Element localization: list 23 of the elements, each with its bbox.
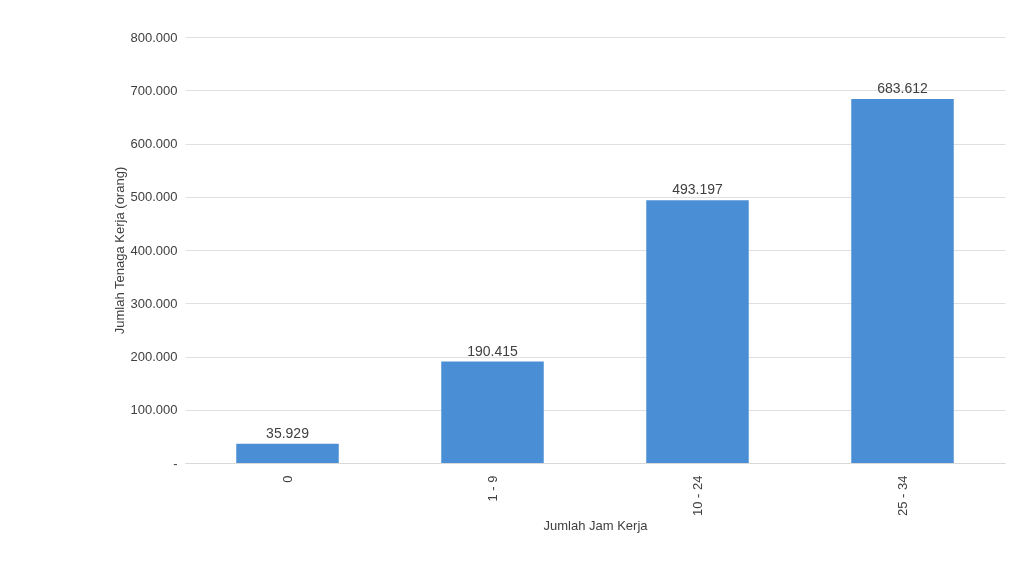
- y-tick-label: 400.000: [130, 242, 178, 258]
- x-tick-label: 25 - 34: [894, 475, 910, 516]
- y-tick-label: 600.000: [130, 136, 178, 151]
- bar: [236, 443, 339, 463]
- data-label: 190.415: [467, 342, 519, 359]
- x-tick-label: 10 - 24: [689, 475, 705, 516]
- y-axis-title: Jumlah Tenaga Kerja (orang): [111, 166, 127, 335]
- x-tick-label: 1 - 9: [484, 475, 500, 502]
- data-label: 493.197: [672, 181, 724, 198]
- y-tick-label: 200.000: [130, 349, 178, 364]
- bar: [646, 200, 749, 463]
- y-tick-label: 100.000: [130, 402, 178, 418]
- bar: [851, 98, 954, 463]
- y-tick-label: 800.000: [130, 29, 178, 45]
- y-tick-label: 700.000: [130, 82, 178, 98]
- y-tick-label: 500.000: [130, 189, 178, 205]
- bar: [441, 361, 544, 463]
- y-tick-label: -: [173, 455, 178, 471]
- x-axis-title: Jumlah Jam Kerja: [543, 517, 649, 533]
- data-label: 683.612: [877, 79, 929, 96]
- y-tick-label: 300.000: [130, 295, 178, 311]
- x-tick-label: 0: [279, 475, 295, 483]
- data-label: 35.929: [266, 424, 310, 441]
